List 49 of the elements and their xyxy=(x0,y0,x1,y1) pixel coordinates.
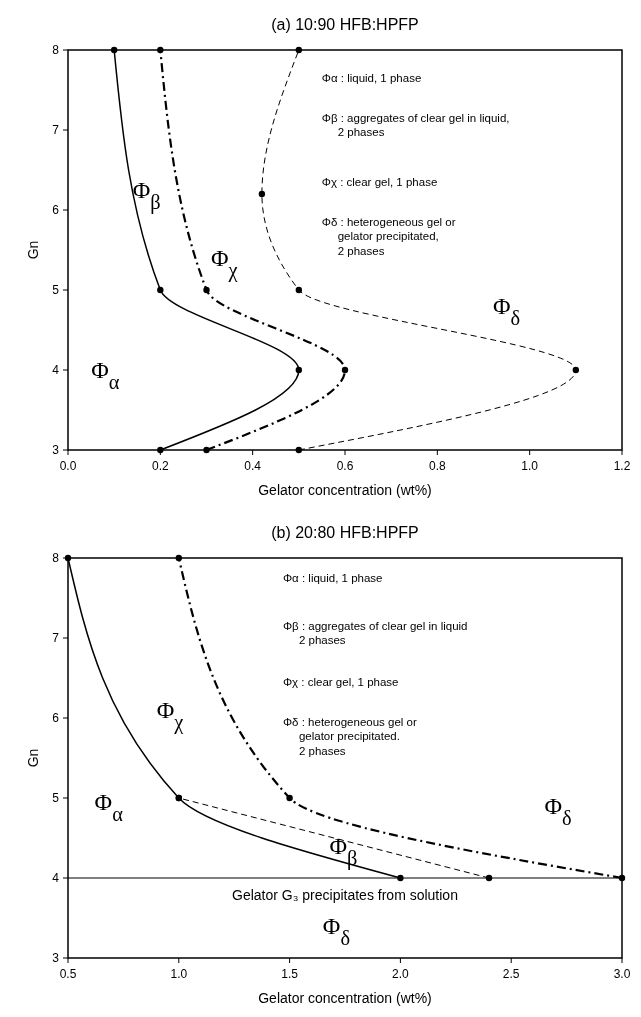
x-axis-title: Gelator concentration (wt%) xyxy=(258,482,432,498)
y-tick-label: 5 xyxy=(52,791,60,805)
x-axis-title: Gelator concentration (wt%) xyxy=(258,990,432,1006)
y-tick-label: 4 xyxy=(52,871,60,885)
x-tick-label: 1.0 xyxy=(170,967,188,981)
x-tick-label: 1.2 xyxy=(613,459,631,473)
x-tick-label: 0.6 xyxy=(336,459,354,473)
y-tick-label: 4 xyxy=(52,363,60,377)
annotation: Φ$_{β}$ xyxy=(132,177,161,214)
y-tick-label: 3 xyxy=(52,951,60,965)
y-tick-label: 8 xyxy=(52,43,60,57)
x-tick-label: 0.8 xyxy=(428,459,446,473)
annotation: Φ$_{α}$ xyxy=(94,789,124,825)
y-tick-label: 5 xyxy=(52,283,60,297)
y-tick-label: 7 xyxy=(52,123,60,137)
y-tick-label: 6 xyxy=(52,203,60,217)
x-tick-label: 0.0 xyxy=(59,459,77,473)
annotation: Φ$_{α}$ xyxy=(91,357,120,393)
annotation: Φδ : heterogeneous gel or gelator precipitated, 2 phases xyxy=(321,216,456,257)
y-axis-title: Gn xyxy=(25,748,41,768)
chart-title: (b) 20:80 HFB:HPFP xyxy=(271,524,419,541)
annotation: Φχ : clear gel, 1 phase xyxy=(321,176,438,188)
x-tick-label: 1.5 xyxy=(281,967,299,981)
x-tick-label: 2.0 xyxy=(392,967,410,981)
x-tick-label: 3.0 xyxy=(613,967,631,981)
annotation: Φδ : heterogeneous gel or gelator precipitated. 2 phases xyxy=(282,716,417,757)
annotation: Φα : liquid, 1 phase xyxy=(321,72,422,84)
y-tick-label: 6 xyxy=(52,711,60,725)
chart-title: (a) 10:90 HFB:HPFP xyxy=(271,16,419,33)
y-axis-title: Gn xyxy=(25,240,41,260)
annotation: Φβ : aggregates of clear gel in liquid 2 phases xyxy=(282,620,468,647)
x-tick-label: 0.2 xyxy=(151,459,169,473)
y-tick-label: 3 xyxy=(52,443,60,457)
annotation: Φ$_{δ}$ xyxy=(492,293,521,329)
annotation: Φ$_{δ}$ xyxy=(322,913,350,949)
x-tick-label: 0.4 xyxy=(244,459,262,473)
annotation: Φβ : aggregates of clear gel in liquid, 2 phases xyxy=(321,112,510,139)
y-tick-label: 8 xyxy=(52,551,60,565)
annotation: Φ$_{β}$ xyxy=(329,833,358,870)
annotation: Φα : liquid, 1 phase xyxy=(282,572,383,584)
annotation: Φ$_{δ}$ xyxy=(544,793,572,829)
y-tick-label: 7 xyxy=(52,631,60,645)
annotation: Φ$_{χ}$ xyxy=(156,697,184,734)
x-tick-label: 1.0 xyxy=(521,459,539,473)
ref-line-label: Gelator G₃ precipitates from solution xyxy=(232,887,458,903)
x-tick-label: 2.5 xyxy=(502,967,520,981)
x-tick-label: 0.5 xyxy=(59,967,77,981)
annotation: Φ$_{χ}$ xyxy=(210,245,238,282)
annotation: Φχ : clear gel, 1 phase xyxy=(282,676,399,688)
